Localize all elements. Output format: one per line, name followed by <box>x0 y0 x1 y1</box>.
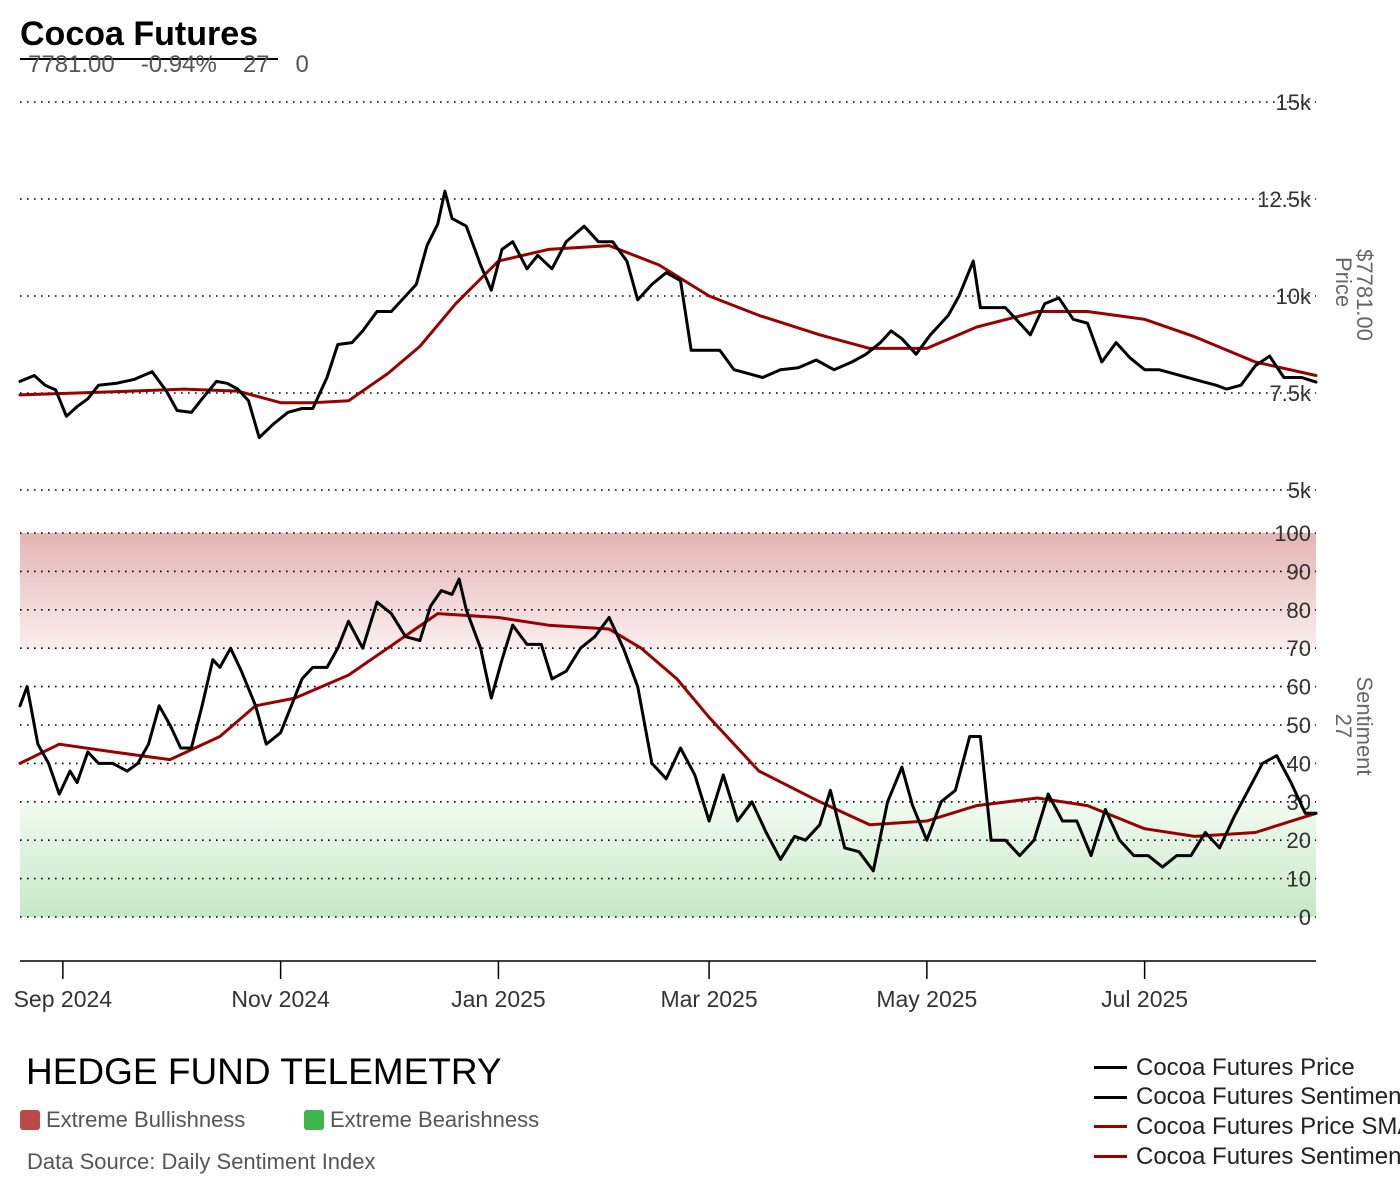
cocoa-futures-sentiment-line <box>18 577 1318 873</box>
stat-sentiment-change: 0 <box>295 51 309 78</box>
sentiment-tick-label: 70 <box>1287 636 1311 661</box>
cocoa-futures-price-sma-line <box>18 244 1318 405</box>
price-tick-label: 5k <box>1288 478 1312 503</box>
sentiment-tick-label: 50 <box>1287 713 1311 738</box>
sentiment-tick-label: 90 <box>1287 559 1311 584</box>
legend-line-swatch <box>1094 1155 1127 1159</box>
price-tick-label: 7.5k <box>1269 381 1312 406</box>
bearish-label: Extreme Bearishness <box>330 1107 540 1132</box>
x-axis-ticks: Sep 2024 Nov 2024 Jan 2025 Mar 2025 May 2025… <box>14 961 1188 1012</box>
stat-sentiment: 27 <box>242 51 270 78</box>
stat-change-pct: -0.94% <box>140 51 217 78</box>
price-axis-title: Price <box>1331 257 1356 307</box>
price-tick-label: 10k <box>1276 284 1312 309</box>
legend-label: Cocoa Futures Price SMA <box>1136 1112 1400 1140</box>
sentiment-tick-label: 0 <box>1299 905 1311 930</box>
stats-bar: 7781.00 -0.94% 27 0 <box>28 50 335 80</box>
series-lines <box>18 189 1318 873</box>
page-title: Cocoa Futures <box>20 15 259 53</box>
legend-item[interactable]: Cocoa Futures Sentiment SMA <box>1094 1142 1400 1172</box>
legend-line-swatch <box>1094 1066 1127 1070</box>
x-tick-label: Nov 2024 <box>231 986 330 1012</box>
legend-item[interactable]: Cocoa Futures Price SMA <box>1094 1112 1400 1142</box>
x-tick-label: Jan 2025 <box>451 986 546 1012</box>
bearish-swatch <box>304 1110 324 1130</box>
x-tick-label: Mar 2025 <box>660 986 757 1012</box>
price-tick-label: 15k <box>1276 90 1312 115</box>
price-axis-ticks: 15k 12.5k 10k 7.5k 5k <box>1257 90 1312 503</box>
title-underline <box>20 58 278 60</box>
legend-item[interactable]: Cocoa Futures Sentiment <box>1094 1083 1400 1113</box>
legend-label: Cocoa Futures Price <box>1136 1053 1355 1081</box>
x-tick-label: Sep 2024 <box>14 986 113 1012</box>
sentiment-tick-label: 60 <box>1287 675 1311 700</box>
legend-line-swatch <box>1094 1095 1127 1099</box>
x-tick-label: May 2025 <box>876 986 977 1012</box>
legend-line-swatch <box>1094 1125 1127 1129</box>
bullish-swatch <box>20 1110 40 1130</box>
legend-label: Cocoa Futures Sentiment <box>1136 1083 1400 1111</box>
cocoa-futures-sentiment-sma-line <box>18 612 1318 838</box>
sentiment-tick-label: 20 <box>1287 828 1311 853</box>
sentiment-axis-value: 27 <box>1331 714 1356 738</box>
price-tick-label: 12.5k <box>1257 187 1312 212</box>
extreme-bullishness-band <box>20 533 1316 649</box>
legend-label: Cocoa Futures Sentiment SMA <box>1136 1142 1400 1170</box>
price-axis-value: $7781.00 <box>1352 249 1377 341</box>
extreme-bearishness-band <box>20 801 1316 917</box>
legend-item[interactable]: Cocoa Futures Price <box>1094 1053 1400 1083</box>
highlight-legend-bullish: Extreme Bullishness <box>20 1106 245 1134</box>
sentiment-tick-label: 100 <box>1274 521 1311 546</box>
x-tick-label: Jul 2025 <box>1101 986 1188 1012</box>
price-gridlines <box>20 101 1316 491</box>
stat-last-price: 7781.00 <box>28 51 115 78</box>
brand-name: HEDGE FUND TELEMETRY <box>26 1051 502 1092</box>
sentiment-tick-label: 40 <box>1287 751 1311 776</box>
series-legend: Cocoa Futures Price Cocoa Futures Sentim… <box>1094 1053 1400 1183</box>
sentiment-axis-title: Sentiment <box>1352 676 1377 775</box>
cocoa-futures-price-line <box>18 189 1318 440</box>
sentiment-tick-label: 10 <box>1287 867 1311 892</box>
sentiment-tick-label: 80 <box>1287 598 1311 623</box>
highlight-legend-bearish: Extreme Bearishness <box>304 1106 539 1134</box>
data-source-note: Data Source: Daily Sentiment Index <box>27 1149 376 1174</box>
bullish-label: Extreme Bullishness <box>46 1107 246 1132</box>
